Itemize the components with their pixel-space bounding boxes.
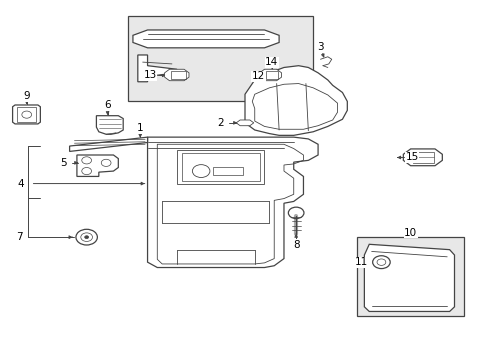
Circle shape — [85, 236, 89, 239]
Polygon shape — [147, 137, 318, 267]
Text: 12: 12 — [252, 71, 265, 81]
Text: 6: 6 — [104, 100, 111, 110]
Polygon shape — [245, 66, 347, 135]
Text: 4: 4 — [18, 179, 24, 189]
Bar — [182, 153, 260, 181]
Polygon shape — [97, 116, 123, 134]
Polygon shape — [138, 55, 177, 82]
Text: 11: 11 — [355, 257, 368, 267]
Bar — [213, 167, 243, 175]
Text: 3: 3 — [317, 42, 324, 52]
Bar — [266, 71, 278, 79]
Text: 15: 15 — [406, 153, 419, 162]
Text: 14: 14 — [265, 57, 278, 67]
Polygon shape — [70, 137, 147, 152]
Polygon shape — [133, 30, 279, 48]
Bar — [171, 71, 186, 79]
Polygon shape — [403, 149, 442, 166]
Bar — [128, 16, 313, 102]
Polygon shape — [13, 105, 40, 124]
Polygon shape — [236, 120, 254, 126]
Text: 7: 7 — [17, 232, 23, 242]
Polygon shape — [77, 155, 118, 176]
Polygon shape — [260, 69, 282, 81]
Text: 9: 9 — [24, 91, 30, 101]
Text: 13: 13 — [144, 70, 157, 80]
Bar — [18, 108, 36, 122]
Text: 1: 1 — [137, 123, 144, 133]
Text: 8: 8 — [293, 240, 299, 250]
Polygon shape — [165, 69, 189, 81]
Text: 5: 5 — [60, 158, 67, 168]
Bar — [357, 237, 464, 316]
Polygon shape — [365, 244, 455, 311]
Bar — [413, 152, 434, 163]
Bar — [177, 150, 265, 184]
Text: 2: 2 — [218, 118, 224, 128]
Text: 10: 10 — [404, 228, 417, 238]
